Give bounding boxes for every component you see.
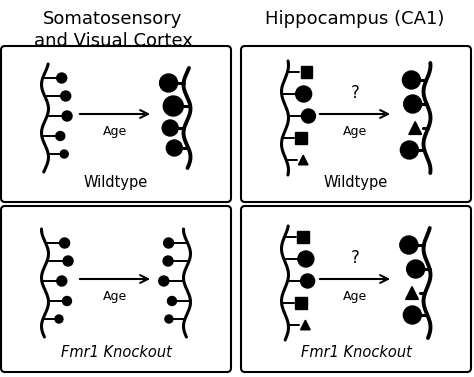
Text: Fmr1 Knockout: Fmr1 Knockout (301, 345, 411, 360)
Polygon shape (299, 155, 308, 165)
Circle shape (159, 276, 169, 286)
Circle shape (63, 256, 73, 266)
Circle shape (167, 296, 176, 305)
Circle shape (163, 256, 173, 266)
Circle shape (404, 95, 422, 113)
Polygon shape (406, 287, 419, 299)
FancyBboxPatch shape (241, 206, 471, 372)
Polygon shape (301, 320, 310, 330)
Circle shape (400, 236, 418, 254)
Text: Somatosensory
and Visual Cortex: Somatosensory and Visual Cortex (34, 10, 192, 50)
Circle shape (165, 315, 173, 323)
Circle shape (164, 238, 173, 248)
Circle shape (60, 238, 70, 248)
Circle shape (55, 315, 63, 323)
Text: Wildtype: Wildtype (84, 175, 148, 190)
Circle shape (60, 150, 68, 158)
Circle shape (301, 109, 315, 123)
Bar (295, 297, 307, 309)
Circle shape (402, 71, 420, 89)
Circle shape (63, 296, 72, 305)
Bar (301, 66, 312, 78)
Circle shape (61, 91, 71, 101)
Circle shape (162, 120, 178, 136)
Text: Hippocampus (CA1): Hippocampus (CA1) (265, 10, 445, 28)
Text: Age: Age (343, 125, 367, 138)
Circle shape (296, 86, 311, 102)
Circle shape (301, 274, 315, 288)
Text: Age: Age (343, 290, 367, 303)
Circle shape (160, 74, 178, 92)
Circle shape (57, 73, 67, 83)
Text: Age: Age (103, 290, 127, 303)
Circle shape (403, 306, 421, 324)
Text: Wildtype: Wildtype (324, 175, 388, 190)
Bar (298, 231, 310, 243)
Circle shape (401, 141, 419, 159)
Text: ?: ? (351, 84, 359, 102)
FancyBboxPatch shape (1, 206, 231, 372)
Text: ?: ? (351, 249, 359, 267)
FancyBboxPatch shape (241, 46, 471, 202)
Bar (295, 132, 307, 144)
Circle shape (56, 132, 65, 141)
Circle shape (298, 251, 314, 267)
Circle shape (163, 96, 183, 116)
Text: Fmr1 Knockout: Fmr1 Knockout (61, 345, 172, 360)
Polygon shape (409, 122, 421, 134)
Circle shape (57, 276, 67, 286)
Circle shape (166, 140, 182, 156)
Text: Age: Age (103, 125, 127, 138)
FancyBboxPatch shape (1, 46, 231, 202)
Circle shape (407, 260, 425, 278)
Circle shape (62, 111, 72, 121)
